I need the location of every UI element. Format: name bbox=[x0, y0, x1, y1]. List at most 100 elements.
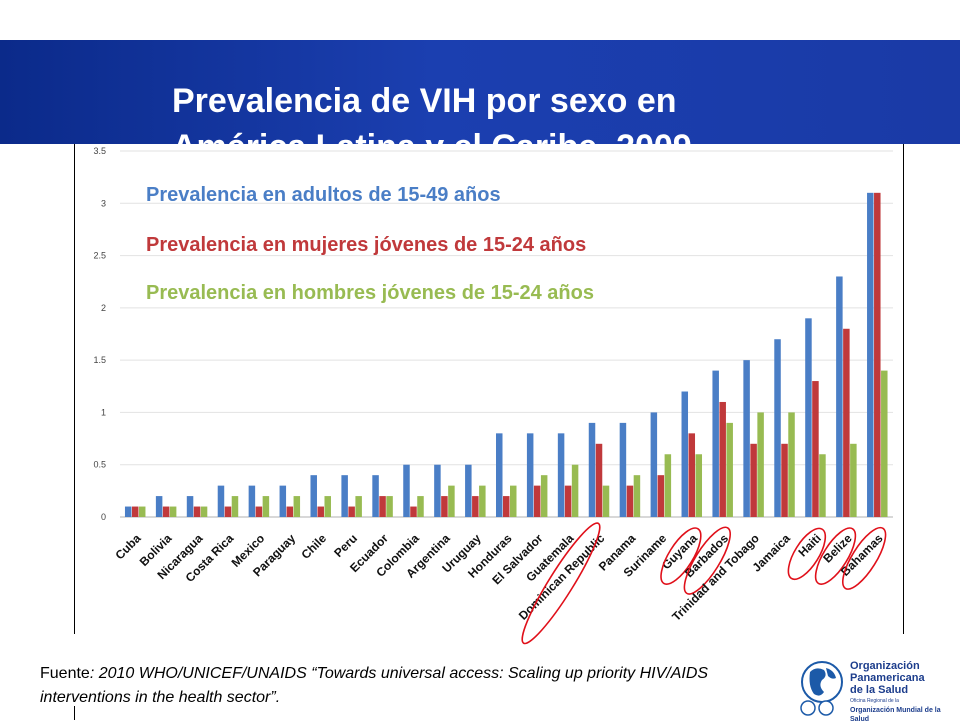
bar-adults bbox=[403, 464, 410, 517]
legend-adults: Prevalencia en adultos de 15-49 años bbox=[146, 184, 501, 206]
bar-adults bbox=[341, 475, 348, 517]
bar-adults bbox=[434, 464, 441, 517]
bar-adults bbox=[248, 485, 256, 517]
bar-women bbox=[595, 443, 603, 517]
bar-adults bbox=[217, 485, 225, 517]
bar-adults bbox=[310, 475, 317, 517]
x-tick-label: Chile bbox=[298, 531, 329, 562]
bar-men bbox=[200, 506, 208, 517]
y-tick-label: 1 bbox=[101, 407, 106, 417]
highlight-ellipse bbox=[787, 527, 827, 581]
page-title: Prevalencia de VIH por sexo en América L… bbox=[172, 78, 932, 170]
legend-women: Prevalencia en mujeres jóvenes de 15-24 … bbox=[146, 234, 587, 256]
globe-logo-icon bbox=[800, 661, 843, 716]
bar-men bbox=[757, 412, 764, 517]
bar-men bbox=[479, 485, 486, 517]
bar-adults bbox=[805, 318, 812, 517]
bar-adults bbox=[774, 339, 781, 517]
frame-bottom-tick bbox=[74, 706, 75, 720]
y-tick-label: 3 bbox=[101, 198, 106, 208]
bar-men bbox=[510, 485, 517, 517]
y-tick-label: 1.5 bbox=[93, 355, 106, 365]
bar-adults bbox=[588, 422, 596, 517]
paho-logo: Organización Panamericana de la Salud Of… bbox=[798, 658, 958, 723]
bar-adults bbox=[867, 192, 874, 518]
bar-men bbox=[726, 422, 733, 517]
bar-women bbox=[224, 506, 232, 517]
bar-adults bbox=[465, 464, 472, 517]
bar-women bbox=[533, 485, 541, 517]
bar-adults bbox=[650, 412, 658, 517]
bar-adults bbox=[526, 433, 534, 517]
frame-left-border bbox=[74, 144, 75, 634]
bar-men bbox=[448, 485, 455, 517]
bar-men bbox=[819, 454, 826, 517]
source-text: : 2010 WHO/UNICEF/UNAIDS “Towards univer… bbox=[40, 665, 709, 706]
title-line-2: América Latina y el Caribe, 2009 bbox=[172, 128, 692, 166]
bar-women bbox=[626, 485, 634, 517]
bar-men bbox=[417, 496, 424, 517]
y-tick-label: 2.5 bbox=[93, 251, 106, 261]
bar-women bbox=[255, 506, 263, 517]
source-note: Fuente: 2010 WHO/UNICEF/UNAIDS “Towards … bbox=[40, 662, 780, 710]
bar-men bbox=[571, 464, 579, 517]
bar-adults bbox=[681, 391, 689, 517]
bar-adults bbox=[557, 433, 565, 517]
bar-women bbox=[441, 496, 448, 517]
bar-women bbox=[193, 506, 201, 517]
bar-men bbox=[386, 496, 393, 517]
bar-men bbox=[695, 454, 703, 517]
bar-women bbox=[348, 506, 355, 517]
bar-adults bbox=[496, 433, 503, 517]
frame-right-border bbox=[903, 144, 904, 634]
bar-women bbox=[472, 496, 479, 517]
y-tick-label: 0 bbox=[101, 512, 106, 522]
bar-men bbox=[540, 475, 548, 517]
bar-women bbox=[410, 506, 417, 517]
bar-women bbox=[781, 443, 788, 517]
bar-women bbox=[874, 192, 881, 518]
bar-men bbox=[262, 496, 270, 517]
title-banner: Prevalencia de VIH por sexo en América L… bbox=[0, 40, 960, 166]
logo-line-1: Organización bbox=[850, 660, 920, 672]
logo-line-4: Oficina Regional de la bbox=[850, 698, 899, 704]
highlight-ellipse bbox=[814, 527, 857, 585]
bar-adults bbox=[743, 360, 750, 517]
bar-women bbox=[719, 401, 726, 517]
bar-men bbox=[169, 506, 177, 517]
bar-men bbox=[231, 496, 239, 517]
bar-men bbox=[355, 496, 362, 517]
bar-women bbox=[657, 475, 665, 517]
y-tick-label: 0.5 bbox=[93, 460, 106, 470]
bar-adults bbox=[619, 422, 627, 517]
bar-women bbox=[379, 496, 386, 517]
bar-women bbox=[131, 506, 139, 517]
highlight-ellipse bbox=[842, 526, 887, 590]
bar-adults bbox=[124, 506, 132, 517]
source-label: Fuente bbox=[40, 665, 90, 682]
bar-women bbox=[564, 485, 572, 517]
bar-women bbox=[843, 328, 850, 517]
y-tick-label: 2 bbox=[101, 303, 106, 313]
highlight-ellipse bbox=[660, 527, 702, 585]
bar-men bbox=[293, 496, 301, 517]
bar-men bbox=[881, 370, 888, 517]
bar-men bbox=[850, 443, 857, 517]
bar-adults bbox=[372, 475, 379, 517]
highlight-ellipse bbox=[521, 522, 601, 645]
bar-adults bbox=[836, 276, 843, 517]
y-tick-label: 3.5 bbox=[93, 146, 106, 156]
bar-men bbox=[633, 475, 641, 517]
bar-women bbox=[503, 496, 510, 517]
bar-women bbox=[162, 506, 170, 517]
bar-men bbox=[324, 496, 331, 517]
title-line-1: Prevalencia de VIH por sexo en bbox=[172, 82, 677, 120]
bar-men bbox=[788, 412, 795, 517]
legend-men: Prevalencia en hombres jóvenes de 15-24 … bbox=[146, 282, 594, 304]
logo-line-2: Panamericana bbox=[850, 672, 925, 684]
bar-women bbox=[688, 433, 696, 517]
bar-men bbox=[138, 506, 146, 517]
logo-line-3: de la Salud bbox=[850, 684, 909, 696]
bar-adults bbox=[279, 485, 287, 517]
